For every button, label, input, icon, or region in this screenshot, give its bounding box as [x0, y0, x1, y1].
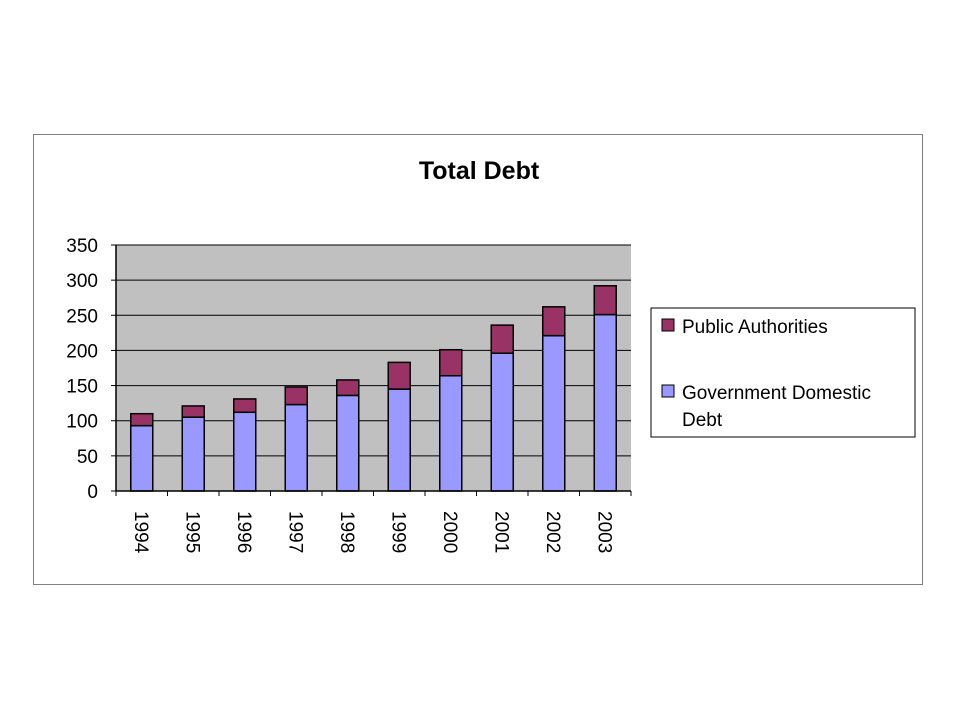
x-tick-label: 1999: [387, 511, 408, 553]
bar-government-domestic-debt: [387, 388, 411, 492]
bar-government-domestic-debt: [542, 334, 566, 492]
x-tick-label: 2003: [593, 511, 614, 553]
bar-government-domestic-debt: [593, 313, 617, 492]
bar-public-authorities: [387, 361, 411, 390]
y-tick-label: 100: [66, 412, 98, 433]
y-tick-label: 0: [87, 482, 98, 503]
bar-government-domestic-debt: [336, 394, 360, 492]
legend-label-public-authorities: Public Authorities: [682, 317, 828, 338]
bar-government-domestic-debt: [284, 403, 308, 492]
y-axis-ticks: 0 50 100 150 200 250 300 350: [66, 236, 116, 503]
x-tick-label: 2000: [439, 511, 460, 553]
legend-label-government-domestic-debt-line2: Debt: [682, 410, 723, 431]
bar-government-domestic-debt: [233, 411, 257, 492]
bar-public-authorities: [130, 412, 154, 427]
x-tick-label: 1998: [336, 511, 357, 553]
bar-government-domestic-debt: [490, 352, 514, 492]
legend-swatch-government-domestic-debt: [661, 384, 675, 398]
y-tick-label: 50: [77, 447, 98, 468]
legend-box: [650, 307, 916, 438]
bar-public-authorities: [439, 348, 463, 377]
legend: Public Authorities Government Domestic D…: [650, 307, 916, 438]
y-tick-label: 150: [66, 377, 98, 398]
bar-government-domestic-debt: [439, 374, 463, 492]
bar-public-authorities: [490, 324, 514, 354]
bar-public-authorities: [542, 306, 566, 337]
x-tick-label: 1996: [233, 511, 254, 553]
bar-public-authorities: [336, 379, 360, 397]
x-axis-ticks: 1994 1995 1996 1997 1998 1999 2000 2001 2002 2003: [115, 491, 632, 554]
bar-public-authorities: [233, 398, 257, 414]
y-tick-label: 300: [66, 271, 98, 292]
bar-government-domestic-debt: [130, 424, 154, 492]
bar-public-authorities: [181, 405, 205, 418]
x-tick-label: 1994: [130, 511, 151, 554]
x-tick-label: 2001: [490, 511, 511, 553]
x-tick-label: 2002: [542, 511, 563, 553]
y-tick-label: 250: [66, 306, 98, 327]
legend-swatch-public-authorities: [661, 318, 675, 332]
x-tick-label: 1995: [181, 511, 202, 553]
x-tick-label: 1997: [284, 511, 305, 553]
y-tick-label: 350: [66, 236, 98, 257]
y-tick-label: 200: [66, 341, 98, 362]
bar-public-authorities: [284, 386, 308, 406]
bars: [130, 285, 617, 492]
chart-frame: Total Debt 0 50 100 150 200 250 300 350 1994 199…: [33, 134, 923, 585]
chart-title: Total Debt: [419, 157, 540, 185]
legend-label-government-domestic-debt-line1: Government Domestic: [682, 383, 871, 404]
bar-government-domestic-debt: [181, 416, 205, 492]
bar-public-authorities: [593, 285, 617, 316]
